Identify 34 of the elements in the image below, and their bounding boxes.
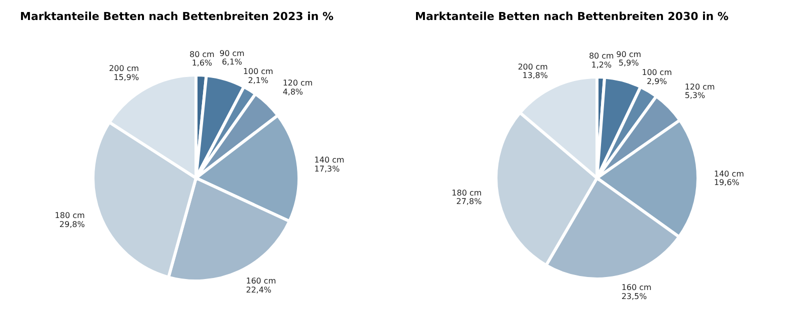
slice-label: 140 cm	[714, 169, 744, 178]
slice-label: 80 cm	[190, 50, 215, 59]
data-label: 27,8%	[456, 197, 482, 206]
slice-label: 100 cm	[243, 67, 274, 76]
data-label: 2,1%	[248, 76, 269, 85]
data-label: 6,1%	[222, 58, 243, 67]
data-label: 4,8%	[282, 87, 304, 96]
slice-label: 160 cm	[246, 276, 276, 286]
slice-label: 200 cm	[108, 64, 140, 74]
slice-label: 90 cm	[220, 48, 245, 58]
data-label: 23,5%	[621, 292, 648, 301]
slice-label: 100 cm	[642, 68, 672, 78]
slice-label: 120 cm	[684, 82, 715, 92]
data-label: 29,8%	[59, 220, 86, 229]
chart-title: Marktanteile Betten nach Bettenbreiten 2030 in %	[415, 10, 729, 23]
data-label: 15,9%	[114, 72, 140, 82]
data-label: 13,8%	[522, 71, 548, 80]
data-label: 17,3%	[314, 164, 340, 174]
slice-label: 140 cm	[314, 156, 344, 165]
data-label: 19,6%	[714, 178, 740, 188]
slice-label: 120 cm	[282, 78, 313, 88]
slice-label: 80 cm	[588, 52, 614, 61]
data-label: 22,4%	[246, 285, 272, 294]
slice-label: 180 cm	[452, 188, 482, 198]
chart-title: Marktanteile Betten nach Bettenbreiten 2023 in %	[20, 10, 334, 23]
slice-label: 160 cm	[621, 283, 652, 292]
data-label: 5,9%	[618, 58, 640, 68]
data-label: 2,9%	[646, 76, 668, 86]
data-label: 1,2%	[591, 60, 612, 70]
slice-label: 200 cm	[518, 62, 548, 72]
slice-label: 180 cm	[54, 211, 86, 220]
data-label: 5,3%	[684, 91, 706, 100]
slice-label: 90 cm	[616, 50, 642, 59]
data-label: 1,6%	[192, 58, 213, 68]
